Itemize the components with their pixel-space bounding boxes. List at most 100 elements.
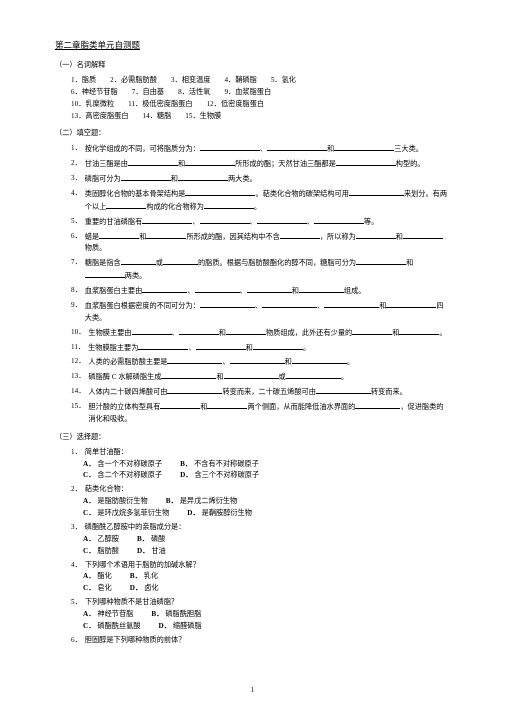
question-number: 2． — [71, 158, 82, 171]
fill-blank — [224, 371, 279, 379]
fill-blank — [336, 158, 396, 166]
fill-blank — [399, 327, 439, 335]
fill-blank — [356, 231, 396, 239]
fill-blank — [226, 327, 266, 335]
fill-blank — [142, 216, 192, 224]
fill-blank — [121, 173, 171, 181]
fill-blank — [207, 401, 247, 409]
fill-blank — [185, 158, 235, 166]
fill-question: 4．类固醇化合物的基本骨架结构是。萜类化合物的碳架结构可用来划分。有两个以上构成… — [71, 188, 450, 214]
question-number: 12． — [71, 356, 85, 369]
question-number: 11． — [71, 342, 85, 355]
choice-option: C．皂化 — [83, 583, 112, 595]
question-number: 10． — [71, 327, 85, 340]
term-item: 8．活性氧 — [178, 87, 210, 99]
question-number: 13． — [71, 371, 85, 384]
choice-option: B．磷酸 — [137, 534, 165, 546]
choice-question: 6．胆固醇是下列哪种物质的前体？ — [71, 635, 450, 647]
fill-blank — [299, 285, 344, 293]
question-number: 3． — [71, 522, 82, 534]
term-item: 10．乳糜微粒 — [71, 99, 114, 111]
choice-option: A．酯化 — [83, 571, 112, 583]
fill-blank — [167, 386, 222, 394]
choice-option: D．甘油 — [137, 546, 166, 558]
choice-option: D．含三个不对称碳原子 — [180, 470, 259, 482]
fill-blank — [267, 143, 327, 151]
question-number: 1． — [71, 143, 82, 156]
choice-option: D．是鞘胺醇衍生物 — [187, 508, 252, 520]
question-text: 下列哪种物质不是甘油磷脂？ — [85, 597, 450, 609]
question-number: 14． — [71, 386, 85, 399]
choice-option: D．缩醛磷脂 — [159, 621, 202, 633]
fill-blank — [178, 173, 228, 181]
choice-question: 1．简单甘油酯： — [71, 447, 450, 459]
fill-blank — [324, 300, 379, 308]
question-text: 简单甘油酯： — [85, 447, 450, 459]
fill-question: 3．磷脂可分为和两大类。 — [71, 173, 450, 186]
choice-option: D．卤化 — [130, 583, 159, 595]
fill-blank — [262, 300, 317, 308]
doc-title: 第二章脂类单元自测题 — [55, 38, 450, 52]
question-number: 4． — [71, 560, 82, 572]
choice-question: 4．下列哪个术语用于脂肪的加碱水解？ — [71, 560, 450, 572]
fill-question: 2．甘油三酯是由和所形成的酯；天然甘油三酯都是构型的。 — [71, 158, 450, 171]
fill-blank — [179, 327, 219, 335]
fill-question: 7．糖脂是指含或的脂质。根据与脂肪酸酯化的醇不同，糖脂可分为和两类。 — [71, 257, 450, 283]
term-item: 12．低密度脂蛋白 — [207, 99, 265, 111]
fill-blank — [185, 188, 255, 196]
choice-question: 3．磷酯酰乙醇胺中的亲脂成分是： — [71, 522, 450, 534]
question-number: 6． — [71, 635, 82, 647]
term-item: 9．血浆脂蛋白 — [224, 87, 271, 99]
choice-option: A．乙醇胺 — [83, 534, 119, 546]
fill-question: 13．磷脂酶 C 水解磷脂生成和或。 — [71, 371, 450, 384]
choice-option: C．含二个不对称碳原子 — [83, 470, 162, 482]
term-item: 3．相变温度 — [171, 75, 211, 87]
question-number: 4． — [71, 188, 82, 214]
fill-blank — [195, 285, 240, 293]
term-item: 5．氢化 — [271, 75, 296, 87]
question-text: 胆固醇是下列哪种物质的前体？ — [85, 635, 450, 647]
fill-blank — [160, 401, 200, 409]
section-2-heading: （二）填空题： — [55, 128, 450, 140]
question-text: 萜类化合物： — [85, 484, 450, 496]
term-item: 2．必需脂肪酸 — [110, 75, 157, 87]
choice-option: B．是异戊二烯衍生物 — [166, 496, 238, 508]
term-item: 14．糖脂 — [143, 111, 172, 123]
question-number: 5． — [71, 597, 82, 609]
fill-question: 10．生物膜主要由、和物质组成，此外还有少量的和。 — [71, 327, 450, 340]
page-number: 1 — [0, 685, 505, 697]
choice-option: A．含一个不对称碳原子 — [83, 459, 162, 471]
question-number: 15． — [71, 401, 85, 426]
question-number: 3． — [71, 173, 82, 186]
question-number: 6． — [71, 231, 82, 256]
choice-option: B．乳化 — [130, 571, 158, 583]
fill-blank — [142, 285, 187, 293]
choice-option: C．是环戊烷多氢菲衍生物 — [83, 508, 169, 520]
question-number: 8． — [71, 285, 82, 298]
choice-question: 2．萜类化合物： — [71, 484, 450, 496]
fill-blank — [352, 327, 392, 335]
fill-blank — [349, 188, 404, 196]
fill-question: 11．生物膜脂主要为、和。 — [71, 342, 450, 355]
section-3-heading: （三）选择题： — [55, 432, 450, 444]
fill-question: 8．血浆脂蛋白主要由、、和组成。 — [71, 285, 450, 298]
fill-blank — [386, 300, 436, 308]
fill-blank — [355, 401, 400, 409]
fill-question: 1．按化学组成的不同，可将脂质分为：、和三大类。 — [71, 143, 450, 156]
fill-blank — [292, 356, 347, 364]
fill-question: 5．重要的甘油磷脂有、、、等。 — [71, 216, 450, 229]
fill-blank — [204, 201, 254, 209]
fill-blank — [280, 231, 320, 239]
fill-blank — [247, 285, 292, 293]
fill-blank — [356, 257, 406, 265]
fill-blank — [200, 216, 250, 224]
fill-question: 15．胆汁酸的立体构型具有和两个侧面，从而能降低油水界面的，促进脂类的消化和吸收… — [71, 401, 450, 426]
fill-blank — [132, 327, 172, 335]
fill-blank — [121, 257, 156, 265]
term-item: 13．高密度脂蛋白 — [71, 111, 129, 123]
choice-option: A．是脂肪酸衍生物 — [83, 496, 148, 508]
question-number: 7． — [71, 257, 82, 283]
fill-blank — [230, 356, 285, 364]
section-1-heading: （一）名词解释 — [55, 60, 450, 72]
choice-option: C．脂肪酸 — [83, 546, 119, 558]
